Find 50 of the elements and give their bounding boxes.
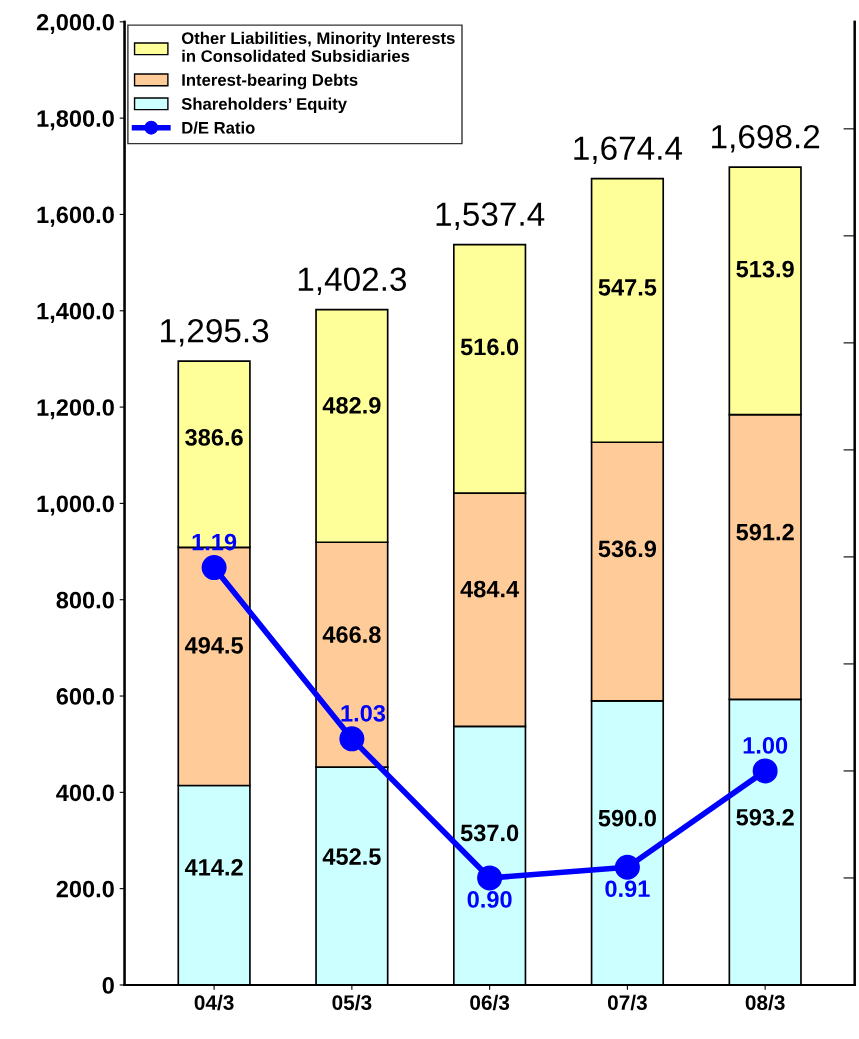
data-label: 466.8 [322, 626, 381, 644]
y-tick-label: 400.0 [56, 784, 114, 802]
data-label: 591.2 [736, 523, 794, 541]
x-tick-label: 06/3 [470, 994, 510, 1011]
data-label: 537.0 [460, 824, 519, 842]
data-label: 547.5 [598, 279, 657, 296]
data-label: 516.0 [460, 338, 519, 356]
y-tick-label: 2,000.0 [36, 13, 114, 35]
y-tick-label: 1,400.0 [37, 302, 114, 323]
data-label: 536.9 [598, 540, 657, 558]
data-label: 513.9 [736, 260, 794, 278]
point [752, 758, 778, 784]
data-label: 593.2 [736, 808, 794, 826]
x-tick-label: 08/3 [745, 994, 785, 1011]
legend-label: Shareholders’ Equity [181, 97, 347, 114]
x-tick-label: 05/3 [332, 994, 372, 1011]
data-label: 1.19 [192, 533, 237, 551]
legend-label: Other Liabilities, Minority Interests in Consolidated Subsidiaries [181, 31, 455, 63]
y-tick-label: 600.0 [56, 688, 114, 705]
total-label: 1,698.2 [712, 124, 820, 153]
y-tick-label: 1,200.0 [37, 399, 114, 420]
y-tick-label: 800.0 [56, 591, 114, 609]
total-label: 1,674.4 [574, 136, 683, 164]
data-label: 386.6 [185, 429, 243, 446]
data-label: 452.5 [322, 848, 381, 865]
y-tick-label: 1,000.0 [37, 495, 114, 516]
total-label: 1,537.4 [436, 202, 545, 230]
data-label: 414.2 [184, 858, 243, 876]
point [477, 865, 503, 891]
data-label: 494.5 [184, 637, 243, 654]
point [201, 555, 227, 581]
point [614, 854, 640, 880]
total-label: 1,402.3 [298, 267, 407, 296]
x-tick-label: 04/3 [194, 994, 234, 1011]
legend-label: D/E Ratio [182, 121, 255, 134]
data-label: 0.90 [467, 891, 512, 908]
y-tick-label: 1,600.0 [37, 206, 114, 227]
data-label: 0.91 [605, 880, 650, 898]
total-label: 1,295.3 [161, 318, 269, 347]
point [339, 726, 365, 752]
data-label: 484.4 [460, 580, 520, 598]
legend-label: Interest-bearing Debts [182, 73, 358, 90]
x-tick-label: 07/3 [607, 994, 647, 1011]
data-label: 590.0 [598, 809, 656, 827]
y-tick-label: 200.0 [56, 880, 114, 898]
y-tick-label: 1,800.0 [37, 110, 114, 131]
y-tick-label: 0 [102, 977, 114, 994]
data-label: 1.03 [341, 704, 386, 722]
data-label: 482.9 [322, 397, 381, 414]
data-label: 1.00 [743, 737, 788, 754]
